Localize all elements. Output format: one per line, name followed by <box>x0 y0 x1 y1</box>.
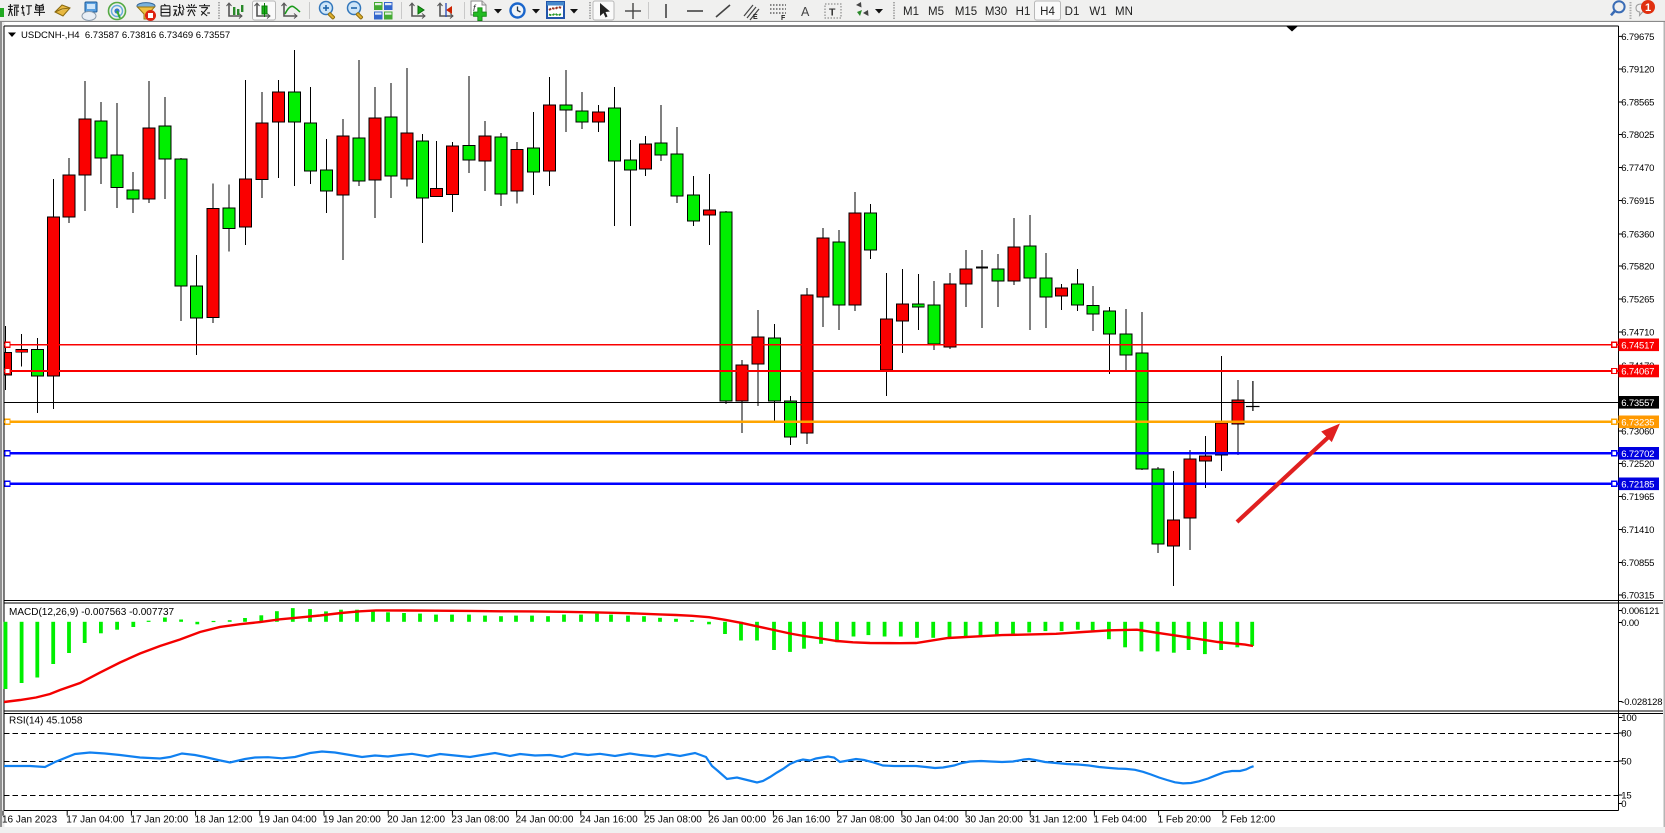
svg-text:E: E <box>753 14 758 21</box>
svg-text:1: 1 <box>1645 2 1651 14</box>
svg-text:6.73060: 6.73060 <box>1621 427 1654 438</box>
svg-text:1 Feb 04:00: 1 Feb 04:00 <box>1093 815 1147 826</box>
svg-text:H1: H1 <box>1016 6 1031 18</box>
svg-text:W1: W1 <box>1089 6 1106 18</box>
svg-text:19 Jan 04:00: 19 Jan 04:00 <box>259 815 317 826</box>
svg-text:RSI(14) 45.1058: RSI(14) 45.1058 <box>9 716 83 727</box>
svg-text:F: F <box>781 15 786 22</box>
svg-text:6.78025: 6.78025 <box>1621 130 1654 141</box>
svg-text:USDCNH-,H4 6.73587 6.73816 6.: USDCNH-,H4 6.73587 6.73816 6.73469 6.735… <box>21 30 230 41</box>
svg-text:6.73235: 6.73235 <box>1621 418 1654 429</box>
svg-text:30 Jan 20:00: 30 Jan 20:00 <box>965 815 1023 826</box>
svg-text:M1: M1 <box>903 6 919 18</box>
svg-text:20 Jan 12:00: 20 Jan 12:00 <box>387 815 445 826</box>
svg-text:6.79120: 6.79120 <box>1621 65 1654 76</box>
svg-text:6.77470: 6.77470 <box>1621 163 1654 174</box>
svg-text:26 Jan 00:00: 26 Jan 00:00 <box>708 815 766 826</box>
svg-text:T: T <box>829 7 836 19</box>
svg-text:f: f <box>473 3 477 13</box>
svg-text:6.72702: 6.72702 <box>1621 449 1654 460</box>
svg-text:0.00: 0.00 <box>1621 618 1639 629</box>
svg-text:24 Jan 16:00: 24 Jan 16:00 <box>580 815 638 826</box>
svg-text:A: A <box>801 5 810 19</box>
svg-text:17 Jan 20:00: 17 Jan 20:00 <box>130 815 188 826</box>
svg-text:0: 0 <box>1621 799 1626 810</box>
svg-text:31 Jan 12:00: 31 Jan 12:00 <box>1029 815 1087 826</box>
svg-text:18 Jan 12:00: 18 Jan 12:00 <box>195 815 253 826</box>
svg-text:100: 100 <box>1621 713 1636 724</box>
svg-text:M30: M30 <box>985 6 1007 18</box>
svg-text:1 Feb 20:00: 1 Feb 20:00 <box>1158 815 1212 826</box>
svg-text:M15: M15 <box>955 6 977 18</box>
svg-text:M5: M5 <box>928 6 944 18</box>
svg-text:15: 15 <box>1621 791 1631 802</box>
svg-text:6.75820: 6.75820 <box>1621 262 1654 273</box>
svg-text:H4: H4 <box>1040 6 1055 18</box>
svg-text:6.74710: 6.74710 <box>1621 328 1654 339</box>
svg-text:2 Feb 12:00: 2 Feb 12:00 <box>1222 815 1276 826</box>
svg-text:6.71965: 6.71965 <box>1621 492 1654 503</box>
svg-text:6.72185: 6.72185 <box>1621 480 1654 491</box>
svg-text:27 Jan 08:00: 27 Jan 08:00 <box>837 815 895 826</box>
svg-text:0.006121: 0.006121 <box>1621 606 1659 617</box>
svg-text:25 Jan 08:00: 25 Jan 08:00 <box>644 815 702 826</box>
svg-text:23 Jan 08:00: 23 Jan 08:00 <box>451 815 509 826</box>
svg-text:6.74517: 6.74517 <box>1621 341 1654 352</box>
svg-text:6.71410: 6.71410 <box>1621 525 1654 536</box>
svg-text:MACD(12,26,9) -0.007563 -0.007: MACD(12,26,9) -0.007563 -0.007737 <box>9 607 175 618</box>
svg-text:-0.028128: -0.028128 <box>1621 697 1662 708</box>
svg-text:6.76915: 6.76915 <box>1621 196 1654 207</box>
svg-text:16 Jan 2023: 16 Jan 2023 <box>2 815 57 826</box>
svg-text:6.79675: 6.79675 <box>1621 32 1654 43</box>
svg-text:6.72520: 6.72520 <box>1621 459 1654 470</box>
svg-text:50: 50 <box>1621 757 1631 768</box>
svg-text:6.70315: 6.70315 <box>1621 591 1654 602</box>
svg-text:6.78565: 6.78565 <box>1621 98 1654 109</box>
svg-text:24 Jan 00:00: 24 Jan 00:00 <box>516 815 574 826</box>
svg-text:26 Jan 16:00: 26 Jan 16:00 <box>772 815 830 826</box>
svg-text:6.73557: 6.73557 <box>1621 398 1654 409</box>
svg-text:19 Jan 20:00: 19 Jan 20:00 <box>323 815 381 826</box>
svg-text:6.74067: 6.74067 <box>1621 367 1654 378</box>
svg-text:80: 80 <box>1621 729 1631 740</box>
svg-text:MN: MN <box>1115 6 1133 18</box>
svg-text:17 Jan 04:00: 17 Jan 04:00 <box>66 815 124 826</box>
svg-text:D1: D1 <box>1065 6 1080 18</box>
svg-text:6.76360: 6.76360 <box>1621 230 1654 241</box>
svg-text:6.70855: 6.70855 <box>1621 558 1654 569</box>
svg-text:6.75265: 6.75265 <box>1621 295 1654 306</box>
svg-text:30 Jan 04:00: 30 Jan 04:00 <box>901 815 959 826</box>
